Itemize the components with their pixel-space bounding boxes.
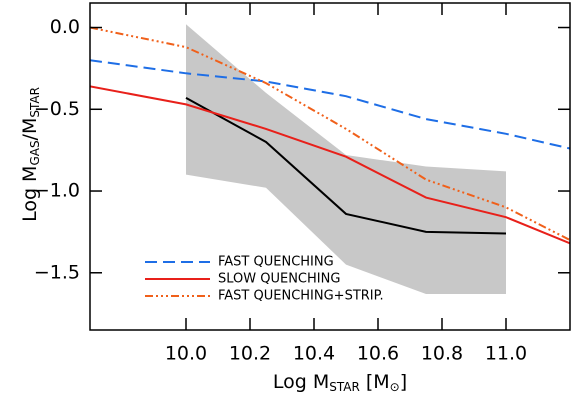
line <box>90 26 570 241</box>
line <box>90 59 570 150</box>
legend-label: FAST QUENCHING+STRIP. <box>218 289 384 304</box>
x-axis-label-part: ] <box>400 371 407 393</box>
legend-label: FAST QUENCHING <box>218 255 334 270</box>
line <box>90 85 570 245</box>
line <box>185 96 507 235</box>
x-axis-label-part: STAR <box>329 380 360 394</box>
y-axis-label-part: /M <box>19 118 41 141</box>
x-axis-label-part: ⊙ <box>390 380 400 394</box>
plot-frame <box>89 2 571 331</box>
y-axis-label-part: Log M <box>19 166 41 222</box>
x-tick-label: 10.0 <box>165 343 207 365</box>
y-tick-label: −0.5 <box>34 98 80 120</box>
y-tick-label: 0.0 <box>50 16 80 38</box>
legend-label: SLOW QUENCHING <box>218 272 340 287</box>
x-tick-label: 10.2 <box>229 343 271 365</box>
y-tick-label: −1.5 <box>34 261 80 283</box>
x-axis-label-part: Log M <box>273 371 329 393</box>
y-axis-label-part: STAR <box>28 87 42 118</box>
y-tick-label: −1.0 <box>34 180 80 202</box>
y-axis-label-part: GAS <box>28 140 42 165</box>
scatter-band <box>186 24 506 295</box>
x-axis-label-part: [M <box>360 371 390 393</box>
x-axis-label: Log MSTAR [M⊙] <box>273 371 407 394</box>
x-tick-label: 10.4 <box>293 343 335 365</box>
y-axis-label: Log MGAS/MSTAR <box>19 87 42 222</box>
x-tick-label: 10.6 <box>357 343 399 365</box>
x-tick-label: 10.8 <box>421 343 463 365</box>
x-tick-label: 11.0 <box>485 343 527 365</box>
